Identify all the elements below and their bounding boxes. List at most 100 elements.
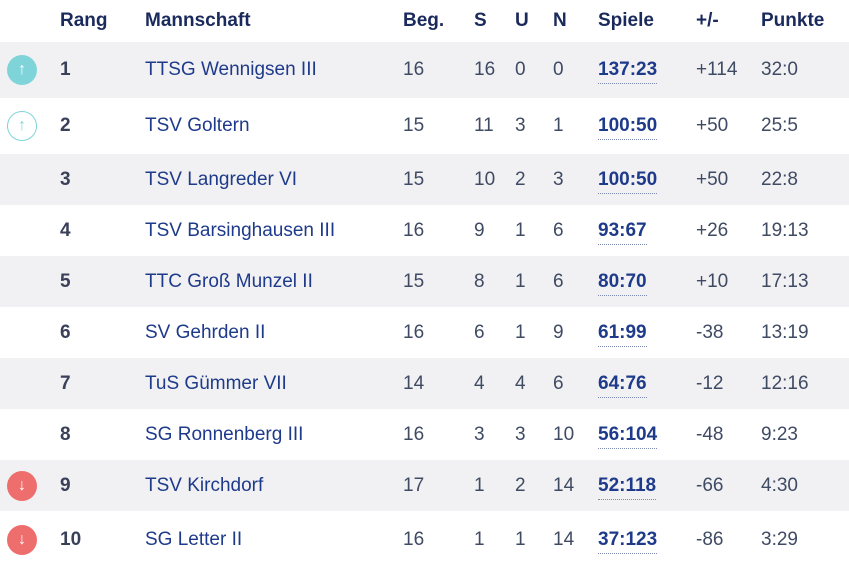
rank-cell: 2 <box>60 115 71 136</box>
trend-cell: ↑ <box>0 42 44 98</box>
table-row: 3 TSV Langreder VI 15 10 2 3 100:50 +50 22:8 <box>0 154 849 205</box>
team-name[interactable]: TuS Gümmer VII <box>145 372 287 394</box>
wins-cell: 8 <box>474 270 485 292</box>
games-link[interactable]: 64:76 <box>598 372 647 398</box>
team-name[interactable]: TSV Kirchdorf <box>145 474 264 496</box>
trend-cell: ↑ <box>0 98 44 154</box>
trend-cell <box>0 154 44 205</box>
games-link[interactable]: 137:23 <box>598 59 658 84</box>
diff-cell: -12 <box>696 372 724 394</box>
rank-cell: 8 <box>60 423 71 445</box>
played-cell: 16 <box>403 528 425 550</box>
games-cell: 93:67 <box>598 205 696 256</box>
team-name[interactable]: TSV Barsinghausen III <box>145 219 336 241</box>
losses-cell: 9 <box>553 321 564 343</box>
games-link[interactable]: 56:104 <box>598 423 658 449</box>
points-cell: 25:5 <box>761 115 798 136</box>
table-row: ↓ 10 SG Letter II 16 1 1 14 37:123 -86 3:29 <box>0 511 849 568</box>
played-cell: 17 <box>403 474 425 496</box>
played-cell: 15 <box>403 168 425 190</box>
trend-cell <box>0 256 44 307</box>
team-header: Mannschaft <box>145 10 251 31</box>
trend-header <box>0 0 44 42</box>
played-cell: 14 <box>403 372 425 394</box>
rank-cell: 10 <box>60 528 82 550</box>
games-cell: 100:50 <box>598 98 696 154</box>
team-name[interactable]: SG Letter II <box>145 528 243 550</box>
points-cell: 12:16 <box>761 372 809 394</box>
losses-cell: 6 <box>553 270 564 292</box>
wins-cell: 6 <box>474 321 485 343</box>
trend-cell: ↓ <box>0 460 44 511</box>
arrow-up-outline-icon: ↑ <box>7 111 37 141</box>
table-row: ↓ 9 TSV Kirchdorf 17 1 2 14 52:118 -66 4:30 <box>0 460 849 511</box>
losses-cell: 14 <box>553 474 575 496</box>
played-cell: 16 <box>403 321 425 343</box>
games-cell: 61:99 <box>598 307 696 358</box>
points-header: Punkte <box>761 10 825 31</box>
games-link[interactable]: 100:50 <box>598 168 658 194</box>
losses-cell: 0 <box>553 59 564 80</box>
table-row: ↑ 2 TSV Goltern 15 11 3 1 100:50 +50 25:5 <box>0 98 849 154</box>
points-cell: 3:29 <box>761 528 798 550</box>
losses-cell: 6 <box>553 372 564 394</box>
games-link[interactable]: 93:67 <box>598 219 647 245</box>
losses-cell: 6 <box>553 219 564 241</box>
points-cell: 32:0 <box>761 59 798 80</box>
draws-cell: 1 <box>515 270 526 292</box>
rank-cell: 4 <box>60 219 71 241</box>
losses-cell: 10 <box>553 423 575 445</box>
team-name[interactable]: TTSG Wennigsen III <box>145 59 317 80</box>
diff-cell: -66 <box>696 474 724 496</box>
played-cell: 15 <box>403 270 425 292</box>
losses-header: N <box>553 10 567 31</box>
trend-cell <box>0 205 44 256</box>
wins-cell: 1 <box>474 528 485 550</box>
draws-cell: 1 <box>515 321 526 343</box>
rank-cell: 3 <box>60 168 71 190</box>
games-link[interactable]: 100:50 <box>598 115 658 140</box>
played-cell: 16 <box>403 219 425 241</box>
wins-cell: 4 <box>474 372 485 394</box>
rank-header: Rang <box>60 10 108 31</box>
team-name[interactable]: SV Gehrden II <box>145 321 266 343</box>
draws-cell: 1 <box>515 528 526 550</box>
wins-cell: 3 <box>474 423 485 445</box>
draws-cell: 4 <box>515 372 526 394</box>
games-link[interactable]: 52:118 <box>598 474 657 500</box>
table-row: 4 TSV Barsinghausen III 16 9 1 6 93:67 +26 19:13 <box>0 205 849 256</box>
diff-cell: -86 <box>696 528 724 550</box>
arrow-down-icon: ↓ <box>7 470 37 501</box>
draws-cell: 3 <box>515 115 526 136</box>
played-cell: 16 <box>403 423 425 445</box>
table-row: ↑ 1 TTSG Wennigsen III 16 16 0 0 137:23 +114 32:0 <box>0 42 849 98</box>
diff-cell: +114 <box>696 59 738 80</box>
games-cell: 100:50 <box>598 154 696 205</box>
table-header-row: Rang Mannschaft Beg. S U N Spiele +/- Pu… <box>0 0 849 42</box>
draws-header: U <box>515 10 529 31</box>
wins-cell: 10 <box>474 168 496 190</box>
team-name[interactable]: TTC Groß Munzel II <box>145 270 313 292</box>
diff-cell: +10 <box>696 270 729 292</box>
points-cell: 4:30 <box>761 474 798 496</box>
team-name[interactable]: SG Ronnenberg III <box>145 423 304 445</box>
table-row: 5 TTC Groß Munzel II 15 8 1 6 80:70 +10 17:13 <box>0 256 849 307</box>
games-link[interactable]: 80:70 <box>598 270 647 296</box>
draws-cell: 2 <box>515 168 526 190</box>
games-cell: 137:23 <box>598 42 696 98</box>
team-name[interactable]: TSV Goltern <box>145 115 250 136</box>
points-cell: 22:8 <box>761 168 798 190</box>
team-name[interactable]: TSV Langreder VI <box>145 168 298 190</box>
diff-cell: -48 <box>696 423 724 445</box>
games-cell: 37:123 <box>598 511 696 568</box>
games-link[interactable]: 61:99 <box>598 321 647 347</box>
rank-cell: 1 <box>60 59 71 80</box>
played-header: Beg. <box>403 10 445 31</box>
wins-cell: 1 <box>474 474 485 496</box>
games-cell: 56:104 <box>598 409 696 460</box>
games-link[interactable]: 37:123 <box>598 528 658 554</box>
diff-cell: +50 <box>696 168 729 190</box>
arrow-down-icon: ↓ <box>7 524 37 555</box>
wins-cell: 16 <box>474 59 496 80</box>
games-cell: 64:76 <box>598 358 696 409</box>
